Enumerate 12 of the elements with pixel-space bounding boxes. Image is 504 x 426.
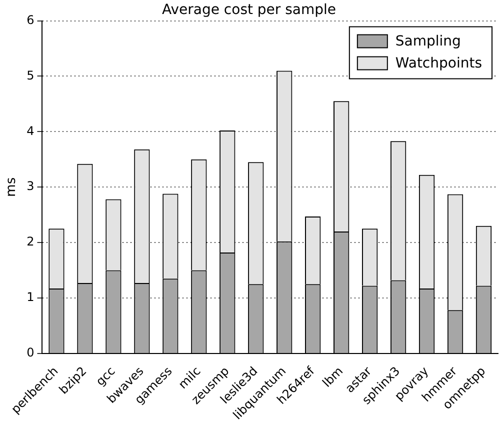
x-tick-label: lbm — [320, 364, 346, 390]
y-tick-label: 3 — [26, 179, 34, 194]
y-tick-label: 4 — [26, 124, 34, 138]
legend-label: Sampling — [395, 33, 461, 50]
y-axis-title: ms — [4, 177, 20, 197]
y-tick-label: 5 — [26, 68, 34, 82]
y-tick-label: 6 — [26, 12, 34, 27]
legend-label: Watchpoints — [395, 55, 482, 72]
y-tick-label: 0 — [26, 346, 34, 360]
chart-title: Average cost per sample — [162, 2, 336, 18]
y-tick-label: 1 — [26, 290, 34, 304]
y-tick-label: 2 — [26, 234, 34, 249]
